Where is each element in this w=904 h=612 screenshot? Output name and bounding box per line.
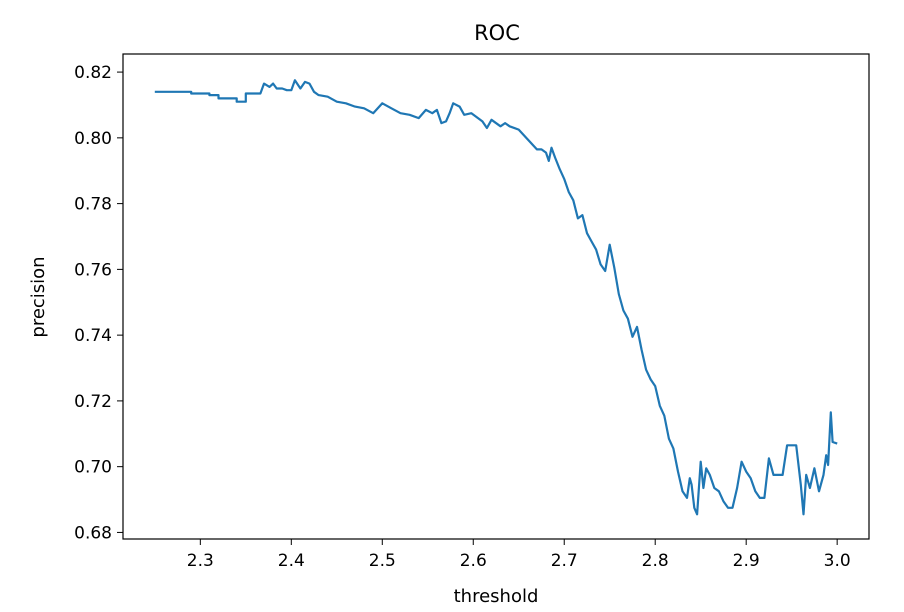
y-tick-label: 0.72 (74, 392, 112, 412)
y-axis-ticks: 0.68 0.70 0.72 0.74 0.76 0.78 0.80 0.82 (74, 63, 123, 543)
y-tick-label: 0.78 (74, 195, 112, 215)
x-axis-label: threshold (454, 586, 539, 607)
x-tick-label: 3.0 (824, 551, 851, 571)
y-tick-label: 0.68 (74, 523, 112, 543)
y-tick-label: 0.80 (74, 129, 112, 149)
x-tick-label: 2.6 (460, 551, 487, 571)
chart-title: ROC (474, 21, 520, 45)
x-tick-label: 2.8 (642, 551, 669, 571)
y-tick-label: 0.70 (74, 458, 112, 478)
plot-frame (122, 53, 870, 540)
x-tick-label: 2.5 (369, 551, 396, 571)
plot-area (154, 79, 838, 516)
y-tick-label: 0.76 (74, 260, 112, 280)
x-tick-label: 2.7 (551, 551, 578, 571)
x-tick-label: 2.4 (278, 551, 305, 571)
x-axis-ticks: 2.3 2.4 2.5 2.6 2.7 2.8 2.9 3.0 (187, 539, 851, 571)
x-tick-label: 2.9 (733, 551, 760, 571)
y-tick-label: 0.82 (74, 63, 112, 83)
y-axis-label: precision (28, 256, 49, 337)
series-line-0 (154, 79, 838, 516)
x-tick-label: 2.3 (187, 551, 214, 571)
y-tick-label: 0.74 (74, 326, 112, 346)
